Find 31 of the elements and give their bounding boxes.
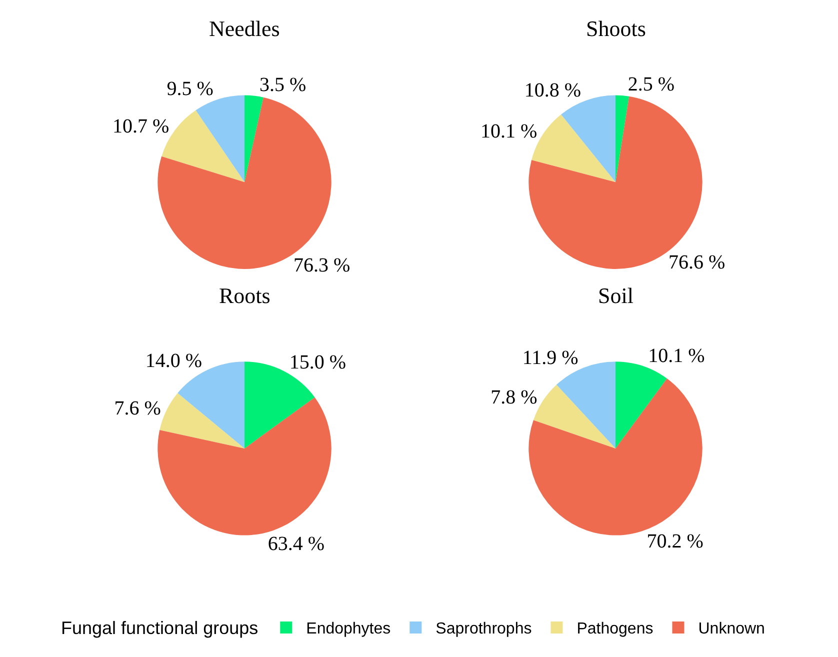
legend-label: Unknown bbox=[698, 620, 765, 638]
data-label: 10.7 % bbox=[112, 116, 170, 138]
data-label: 63.4 % bbox=[268, 532, 325, 555]
chart-title: Shoots bbox=[586, 16, 646, 41]
legend-label: Pathogens bbox=[576, 620, 654, 638]
legend-label: Saprothrophs bbox=[436, 620, 532, 638]
data-label: 10.1 % bbox=[648, 345, 705, 368]
data-label: 9.5 % bbox=[166, 78, 214, 100]
pie-slice bbox=[160, 393, 244, 448]
chart-title: Needles bbox=[209, 16, 280, 41]
data-label: 7.6 % bbox=[114, 397, 161, 420]
data-label: 15.0 % bbox=[289, 351, 346, 374]
pie-slice bbox=[560, 95, 616, 182]
chart-title: Soil bbox=[598, 283, 634, 308]
data-label: 11.9 % bbox=[522, 347, 578, 370]
data-label: 76.3 % bbox=[294, 254, 350, 277]
data-label: 76.6 % bbox=[668, 252, 726, 274]
data-label: 10.8 % bbox=[524, 79, 582, 102]
data-label: 70.2 % bbox=[646, 530, 704, 552]
data-label: 3.5 % bbox=[260, 74, 306, 96]
pie-slice bbox=[196, 95, 244, 182]
pie-slice bbox=[616, 362, 667, 448]
data-label: 7.8 % bbox=[490, 386, 538, 409]
legend-title: Fungal functional groups bbox=[61, 618, 258, 638]
pie-slice bbox=[244, 95, 264, 182]
data-label: 2.5 % bbox=[628, 74, 674, 96]
pie-slice bbox=[616, 95, 630, 182]
data-label: 14.0 % bbox=[145, 350, 202, 372]
chart-title: Roots bbox=[219, 283, 270, 308]
legend-label: Endophytes bbox=[306, 620, 391, 638]
data-label: 10.1 % bbox=[480, 120, 538, 143]
